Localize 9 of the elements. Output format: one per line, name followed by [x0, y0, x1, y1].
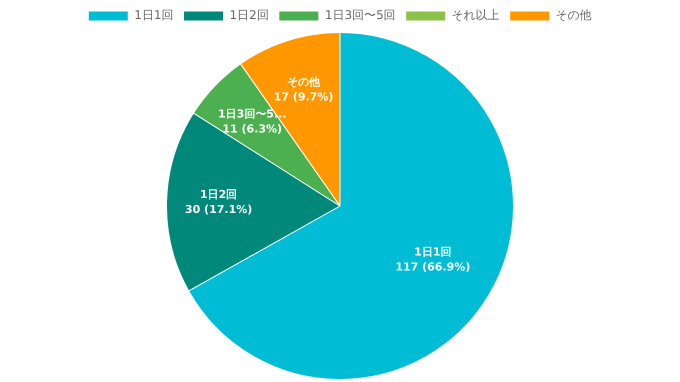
data-label: 1日2回 30 (17.1%)	[184, 188, 252, 216]
legend-label: それ以上	[452, 8, 500, 22]
legend-label: その他	[556, 8, 592, 22]
legend-label: 1日2回	[230, 8, 269, 22]
data-label: 1日1回 117 (66.9%)	[395, 246, 470, 274]
legend-label: 1日1回	[134, 8, 174, 22]
legend-label: 1日3回〜5回	[324, 8, 396, 22]
data-label: その他 17 (9.7%)	[274, 76, 334, 104]
data-label: 1日3回〜5... 11 (6.3%)	[218, 107, 286, 136]
